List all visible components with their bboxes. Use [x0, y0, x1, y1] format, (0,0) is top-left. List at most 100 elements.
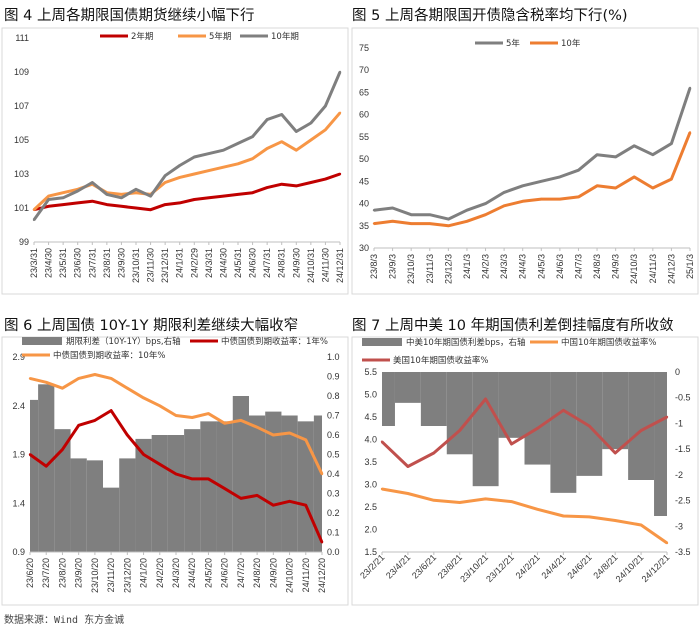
series-line-10年 [373, 131, 692, 228]
x-tick-label: 24/10/20 [285, 558, 295, 593]
data-point-5年期 [309, 138, 313, 142]
legend-swatch [22, 337, 62, 345]
x-tick-label: 24/6/3 [555, 254, 565, 279]
legend-item: 10年 [530, 38, 581, 49]
data-point-中债国债到期收益率：1年% [272, 504, 275, 507]
data-point-5年期 [193, 172, 196, 176]
data-point-2年期 [105, 203, 109, 206]
legend-item: 中美10年期国债利差bps，右轴 [362, 337, 526, 348]
data-point-2年期 [76, 201, 79, 205]
x-tick-label: 23/12/20 [122, 558, 132, 593]
data-point-2年期 [120, 205, 123, 208]
data-point-5年期 [265, 147, 269, 150]
data-point-中债国债到期收益率：1年% [207, 477, 210, 481]
x-tick-label: 23/9/30 [116, 248, 126, 278]
data-point-5年 [428, 213, 431, 216]
legend-label: 10年 [561, 38, 581, 49]
y2-tick-label: 1.0 [327, 352, 340, 362]
data-point-10年期 [265, 118, 269, 121]
data-point-10年 [447, 224, 450, 227]
x-tick-label: 23/7/20 [41, 558, 51, 588]
x-tick-label: 24/2/29 [189, 248, 199, 278]
y-tick-label: 103 [14, 169, 29, 179]
data-point-10年期 [134, 188, 138, 191]
data-point-5年期 [251, 157, 254, 160]
x-tick-label: 24/2/21 [514, 552, 542, 580]
data-point-10年期 [91, 181, 94, 184]
data-point-2年期 [178, 201, 181, 205]
area-bar-中美10年期国债利差bps，右轴 [524, 372, 551, 465]
area-bar-期限利差（10Y-1Y）bps,右轴 [216, 421, 233, 552]
data-point-5年期 [163, 181, 167, 184]
x-tick-label: 24/11/3 [648, 254, 658, 283]
data-point-5年 [633, 144, 636, 147]
data-point-5年期 [295, 149, 298, 152]
data-point-中国10年期国债收益率% [458, 501, 461, 504]
data-point-美国10年期国债收益率% [510, 442, 513, 446]
data-point-10年期 [338, 70, 342, 74]
legend-label: 期限利差（10Y-1Y）bps,右轴 [66, 336, 181, 347]
x-tick-label: 24/7/20 [236, 558, 246, 588]
x-tick-label: 24/4/21 [539, 552, 567, 580]
chart-fig4: 99 101 103 105 107 109 111 23/3/31 23/4/30 23/5/3… [14, 31, 345, 283]
data-point-2年期 [207, 196, 211, 199]
data-point-中债国债到期收益率：10年% [191, 416, 194, 419]
data-point-2年期 [47, 205, 50, 208]
data-point-中债国债到期收益率：10年% [61, 387, 64, 390]
y-tick-label: 4.0 [364, 435, 377, 445]
series-line-2年期 [33, 172, 341, 212]
y-tick-label: 4.5 [364, 412, 377, 422]
x-tick-label: 24/4/30 [218, 248, 228, 278]
data-point-中债国债到期收益率：1年% [174, 472, 178, 476]
data-point-10年 [372, 222, 376, 225]
area-bar-中美10年期国债利差bps，右轴 [602, 372, 629, 450]
series-line-5年 [373, 87, 692, 221]
x-tick-label: 24/6/20 [220, 558, 230, 588]
data-point-10年 [428, 222, 431, 225]
data-point-中债国债到期收益率：1年% [126, 433, 129, 437]
data-point-中债国债到期收益率：10年% [142, 396, 145, 400]
area-bar-期限利差（10Y-1Y）bps,右轴 [135, 438, 152, 552]
data-point-10年期 [324, 104, 327, 108]
data-point-中债国债到期收益率：1年% [239, 497, 243, 500]
x-tick-label: 23/12/21 [484, 552, 516, 584]
y2-tick-label: -3 [675, 521, 683, 531]
data-point-中债国债到期收益率：1年% [158, 463, 161, 466]
series-line-美国10年期国债收益率% [380, 397, 668, 468]
data-point-10年 [688, 131, 692, 134]
x-tick-label: 24/7/3 [573, 254, 583, 279]
data-point-10年 [614, 186, 617, 190]
x-tick-label: 24/2/20 [155, 558, 165, 588]
y2-tick-label: 0.6 [327, 430, 340, 440]
data-point-2年期 [265, 186, 269, 189]
legend-item: 中债国债到期收益率：1年% [190, 336, 328, 347]
area-bar-期限利差（10Y-1Y）bps,右轴 [151, 435, 168, 552]
data-point-美国10年期国债收益率% [536, 427, 539, 430]
data-point-中债国债到期收益率：10年% [239, 419, 243, 422]
y-tick-label: 70 [359, 65, 369, 75]
data-point-美国10年期国债收益率% [484, 397, 487, 401]
legend-label: 2年期 [131, 31, 153, 42]
data-point-中债国债到期收益率：1年% [28, 453, 32, 456]
data-point-中债国债到期收益率：1年% [142, 453, 145, 456]
y2-tick-label: -1 [675, 418, 683, 428]
x-tick-label: 23/10/3 [406, 254, 416, 284]
data-point-2年期 [91, 200, 94, 203]
data-point-2年期 [222, 194, 225, 198]
data-point-中国10年期国债收益率% [380, 487, 384, 491]
data-point-中债国债到期收益率：10年% [77, 377, 80, 380]
area-bar-中美10年期国债利差bps，右轴 [576, 372, 603, 476]
data-point-10年 [540, 197, 543, 201]
y-tick-label: 35 [359, 221, 369, 231]
area-bar-期限利差（10Y-1Y）bps,右轴 [249, 415, 266, 552]
data-point-10年期 [280, 113, 283, 116]
x-tick-label: 24/12/20 [317, 558, 327, 593]
data-point-10年 [651, 186, 655, 190]
area-bar-期限利差（10Y-1Y）bps,右轴 [232, 396, 249, 552]
legend-label: 中国10年期国债收益率% [561, 337, 656, 348]
data-point-2年期 [61, 203, 65, 206]
data-point-中债国债到期收益率：1年% [288, 500, 291, 503]
y-tick-label: 45 [359, 176, 369, 186]
data-point-中债国债到期收益率：1年% [223, 487, 226, 490]
